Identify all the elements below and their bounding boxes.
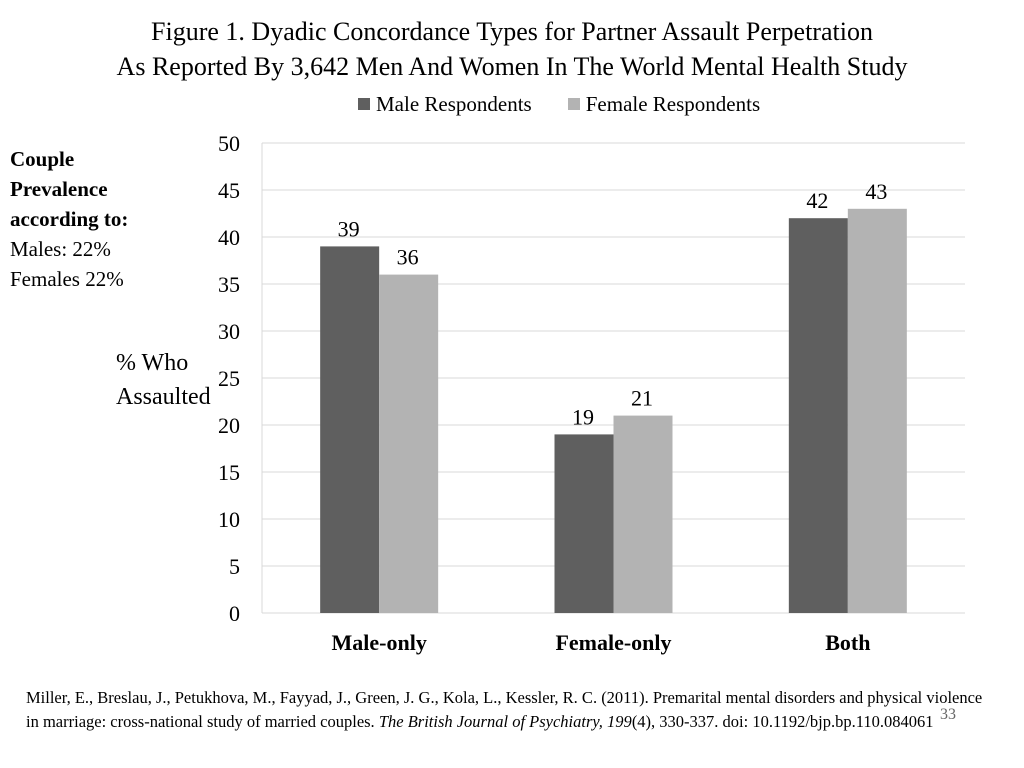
y-tick-label: 5: [229, 554, 240, 579]
y-tick-label: 45: [218, 178, 240, 203]
note-line-males: Males: 22%: [10, 237, 111, 261]
y-tick-label: 15: [218, 460, 240, 485]
data-label: 42: [806, 188, 828, 213]
x-category-label: Male-only: [332, 630, 427, 655]
legend-item-female: Female Respondents: [567, 91, 761, 117]
bar: [847, 208, 907, 614]
x-category-label: Both: [825, 630, 870, 655]
bar-chart: 0 5 10 15 20 25 30 35 40 45 50 39 36 Male-only 19 21 Fem…: [218, 131, 965, 655]
chart-legend: Male Respondents Female Respondents: [358, 90, 796, 118]
y-tick-label: 10: [218, 507, 240, 532]
bar: [320, 246, 380, 613]
data-label: 39: [338, 216, 360, 241]
citation-text: Miller, E., Breslau, J., Petukhova, M., …: [26, 688, 983, 731]
chart-title-line-2: As Reported By 3,642 Men And Women In Th…: [116, 52, 908, 81]
note-line-females: Females 22%: [10, 267, 124, 291]
y-tick-label: 40: [218, 225, 240, 250]
y-axis-label-line-1: % Who: [116, 350, 189, 376]
citation-journal: The British Journal of Psychiatry, 199: [378, 712, 632, 731]
y-tick-label: 0: [229, 601, 240, 626]
note-line-couple: Couple: [10, 147, 75, 171]
legend-swatch-female: [567, 98, 580, 110]
y-tick-label: 20: [218, 413, 240, 438]
bar: [379, 274, 439, 613]
data-label: 19: [572, 404, 594, 429]
chart-title-line-1: Figure 1. Dyadic Concordance Types for P…: [151, 17, 873, 46]
data-label: 43: [865, 179, 887, 204]
note-line-prevalence: Prevalence: [10, 177, 108, 201]
bar: [788, 218, 848, 613]
note-line-according: according to:: [10, 207, 129, 231]
y-tick-label: 50: [218, 131, 240, 156]
slide-number: 33: [940, 706, 956, 723]
legend-label-female: Female Respondents: [585, 91, 761, 116]
y-axis-label: % Who Assaulted: [116, 346, 211, 414]
bar: [613, 415, 673, 613]
y-tick-label: 30: [218, 319, 240, 344]
y-axis-label-line-2: Assaulted: [116, 384, 211, 410]
x-category-label: Female-only: [555, 630, 671, 655]
bar: [554, 434, 614, 613]
legend-swatch-male: [358, 98, 370, 110]
data-label: 21: [631, 386, 653, 411]
y-tick-label: 25: [218, 366, 240, 391]
prevalence-note: Couple Prevalence according to: Males: 2…: [10, 144, 128, 294]
y-tick-label: 35: [218, 272, 240, 297]
legend-item-male: Male Respondents: [358, 92, 532, 117]
citation: Miller, E., Breslau, J., Petukhova, M., …: [26, 686, 986, 734]
data-label: 36: [397, 245, 419, 270]
citation-details: (4), 330-337. doi: 10.1192/bjp.bp.110.08…: [631, 712, 934, 731]
legend-label-male: Male Respondents: [376, 91, 532, 116]
